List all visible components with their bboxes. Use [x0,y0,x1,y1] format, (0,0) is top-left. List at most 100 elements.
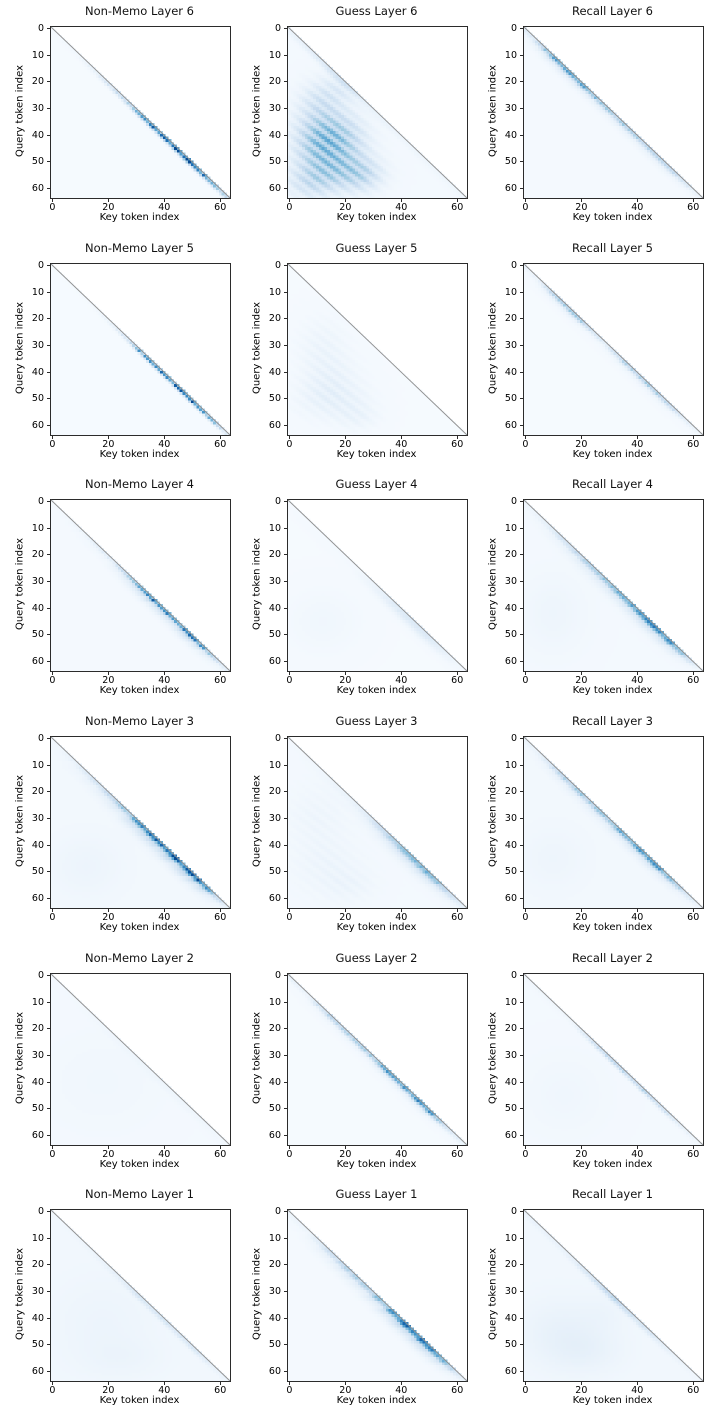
plot-title: Recall Layer 4 [572,477,653,491]
y-tick-mark [520,107,524,109]
x-tick-mark [456,1145,458,1149]
y-tick-mark [47,27,51,29]
y-tick-mark [47,898,51,900]
y-tick-label: 10 [31,996,44,1008]
x-tick-mark [344,435,346,439]
y-tick-label: 50 [31,393,44,405]
y-tick-mark [284,398,288,400]
x-tick-label: 40 [158,1149,171,1160]
y-tick-label: 50 [31,1339,44,1351]
y-tick-mark [284,527,288,529]
x-axis-label: Key token index [99,212,180,223]
x-axis-label: Key token index [336,1159,417,1170]
y-tick-label: 30 [504,575,517,587]
y-tick-label: 60 [268,1366,281,1378]
x-tick-mark [219,435,221,439]
y-tick-label: 60 [31,183,44,195]
y-tick-label: 10 [31,759,44,771]
y-tick-mark [284,1081,288,1083]
y-tick-label: 0 [37,495,44,507]
diagonal-line [287,263,468,436]
y-tick-mark [47,737,51,739]
y-tick-mark [284,661,288,663]
y-tick-label: 0 [37,732,44,744]
y-tick-mark [284,1317,288,1319]
x-tick-label: 0 [49,439,56,450]
x-tick-label: 0 [286,912,293,923]
diagonal-line [50,973,231,1146]
x-tick-mark [288,198,290,202]
x-tick-mark [163,435,165,439]
subplot-non-memo-layer-1: Non-Memo Layer 1 Query token index 0 10 20… [0,1183,237,1420]
x-tick-mark [288,1381,290,1385]
plot-title: Non-Memo Layer 3 [84,714,194,728]
subplot-recall-layer-4: Recall Layer 4 Query token index 0 10 20 30… [473,473,710,710]
x-tick-label: 20 [575,202,588,213]
y-tick-label: 40 [31,602,44,614]
y-tick-label: 30 [31,812,44,824]
x-tick-mark [692,1145,694,1149]
y-tick-label: 50 [268,629,281,641]
plot-title: Non-Memo Layer 5 [84,241,194,255]
y-tick-mark [284,188,288,190]
x-tick-mark [580,198,582,202]
y-tick-mark [47,1237,51,1239]
y-tick-mark [47,974,51,976]
y-tick-label: 10 [504,759,517,771]
x-tick-mark [524,908,526,912]
y-tick-mark [47,1344,51,1346]
y-tick-label: 60 [31,1366,44,1378]
y-tick-mark [520,1371,524,1373]
y-tick-label: 30 [268,339,281,351]
x-tick-mark [51,1381,53,1385]
plot-title: Recall Layer 1 [572,1187,653,1201]
diagonal-line [287,499,468,672]
y-tick-mark [284,371,288,373]
y-tick-mark [284,764,288,766]
y-tick-label: 10 [504,996,517,1008]
diagonal-line [50,263,231,436]
x-tick-label: 40 [158,1385,171,1396]
x-tick-mark [580,671,582,675]
x-tick-mark [456,435,458,439]
y-tick-label: 20 [504,786,517,798]
subplot-non-memo-layer-3: Non-Memo Layer 3 Query token index 0 10 20… [0,710,237,947]
y-tick-mark [47,661,51,663]
y-tick-label: 50 [268,1103,281,1115]
x-tick-mark [288,1145,290,1149]
x-tick-mark [456,1381,458,1385]
heatmap-area: 0 10 20 30 40 50 60 0 20 40 60 [32,970,231,1160]
y-tick-label: 20 [31,549,44,561]
y-tick-mark [284,1210,288,1212]
y-tick-label: 30 [31,575,44,587]
y-tick-mark [520,791,524,793]
y-tick-mark [47,871,51,873]
y-tick-mark [520,1210,524,1212]
y-tick-mark [47,791,51,793]
x-tick-mark [580,435,582,439]
y-tick-mark [47,580,51,582]
y-tick-mark [520,27,524,29]
y-tick-label: 40 [504,1312,517,1324]
heatmap-area: 0 10 20 30 40 50 60 0 20 40 60 [505,260,704,450]
x-tick-mark [400,908,402,912]
diagonal-line [50,499,231,672]
y-tick-mark [284,264,288,266]
y-tick-mark [284,1371,288,1373]
plot-title: Non-Memo Layer 6 [84,4,194,18]
y-tick-mark [47,318,51,320]
y-tick-mark [520,161,524,163]
y-tick-label: 60 [504,420,517,432]
y-tick-label: 60 [31,893,44,905]
y-tick-mark [520,634,524,636]
plot-title: Guess Layer 5 [335,241,418,255]
plot-title: Guess Layer 3 [335,714,418,728]
y-tick-label: 0 [37,22,44,34]
x-tick-mark [107,1145,109,1149]
x-axis-label: Key token index [336,212,417,223]
x-tick-mark [524,1381,526,1385]
y-tick-mark [520,134,524,136]
y-tick-mark [284,291,288,293]
y-tick-mark [284,1001,288,1003]
